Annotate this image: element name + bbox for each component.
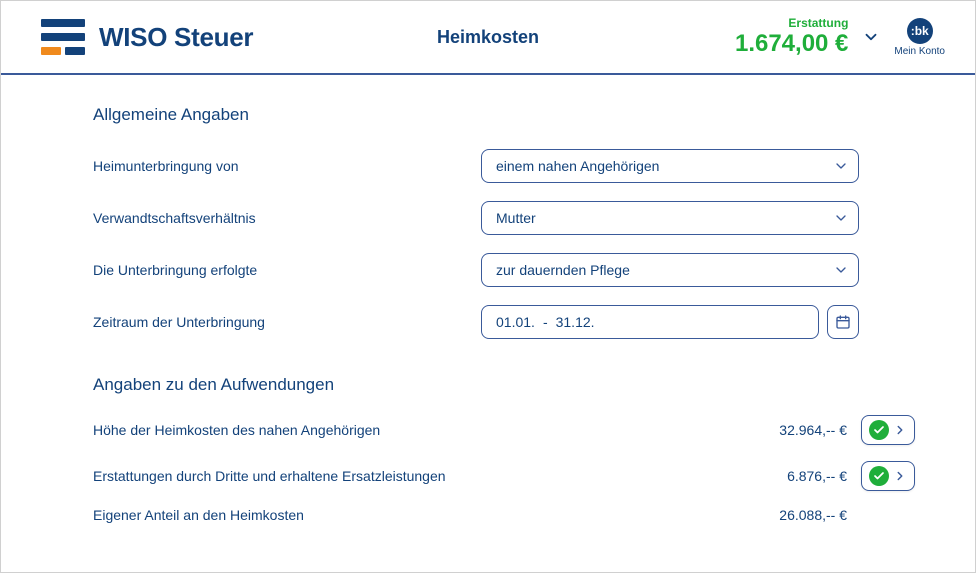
brand-name: WISO Steuer bbox=[99, 22, 253, 53]
refund-summary: Erstattung 1.674,00 € bbox=[735, 16, 848, 58]
date-to: 31.12. bbox=[556, 314, 595, 330]
expense-label: Höhe der Heimkosten des nahen Angehörige… bbox=[93, 422, 757, 438]
check-icon bbox=[869, 466, 889, 486]
field-period: Zeitraum der Unterbringung 01.01. - 31.1… bbox=[93, 305, 915, 339]
relation-select[interactable]: Mutter bbox=[481, 201, 859, 235]
reimbursement-detail-button[interactable] bbox=[861, 461, 915, 491]
account-menu[interactable]: :bk Mein Konto bbox=[894, 18, 945, 57]
logo-icon bbox=[41, 19, 85, 55]
field-person: Heimunterbringung von einem nahen Angehö… bbox=[93, 149, 915, 183]
expense-amount: 6.876,-- € bbox=[757, 468, 847, 484]
select-value: zur dauernden Pflege bbox=[496, 262, 630, 278]
expense-amount: 32.964,-- € bbox=[757, 422, 847, 438]
calendar-icon bbox=[835, 314, 851, 330]
refund-amount: 1.674,00 € bbox=[735, 30, 848, 58]
field-reason: Die Unterbringung erfolgte zur dauernden… bbox=[93, 253, 915, 287]
period-date-input[interactable]: 01.01. - 31.12. bbox=[481, 305, 819, 339]
refund-label: Erstattung bbox=[735, 16, 848, 30]
account-label: Mein Konto bbox=[894, 46, 945, 57]
field-label: Heimunterbringung von bbox=[93, 158, 481, 174]
date-from: 01.01. bbox=[496, 314, 535, 330]
header: WISO Steuer Heimkosten Erstattung 1.674,… bbox=[1, 1, 975, 75]
field-label: Verwandtschaftsverhältnis bbox=[93, 210, 481, 226]
expense-row-reimbursement: Erstattungen durch Dritte und erhaltene … bbox=[93, 461, 915, 491]
chevron-right-icon bbox=[893, 469, 907, 483]
brand-logo[interactable]: WISO Steuer bbox=[41, 19, 253, 55]
check-icon bbox=[869, 420, 889, 440]
field-relation: Verwandtschaftsverhältnis Mutter bbox=[93, 201, 915, 235]
content: Allgemeine Angaben Heimunterbringung von… bbox=[1, 75, 975, 523]
field-label: Die Unterbringung erfolgte bbox=[93, 262, 481, 278]
header-right: Erstattung 1.674,00 € :bk Mein Konto bbox=[735, 16, 945, 58]
costs-detail-button[interactable] bbox=[861, 415, 915, 445]
expense-amount: 26.088,-- € bbox=[757, 507, 847, 523]
expense-label: Erstattungen durch Dritte und erhaltene … bbox=[93, 468, 757, 484]
section-title-general: Allgemeine Angaben bbox=[93, 105, 915, 125]
section-title-expenses: Angaben zu den Aufwendungen bbox=[93, 375, 915, 395]
expense-row-own-share: Eigener Anteil an den Heimkosten 26.088,… bbox=[93, 507, 915, 523]
refund-expand-icon[interactable] bbox=[862, 28, 880, 46]
page-title: Heimkosten bbox=[437, 27, 539, 48]
chevron-right-icon bbox=[893, 423, 907, 437]
field-label: Zeitraum der Unterbringung bbox=[93, 314, 481, 330]
reason-select[interactable]: zur dauernden Pflege bbox=[481, 253, 859, 287]
calendar-button[interactable] bbox=[827, 305, 859, 339]
app-window: WISO Steuer Heimkosten Erstattung 1.674,… bbox=[0, 0, 976, 573]
expense-label: Eigener Anteil an den Heimkosten bbox=[93, 507, 757, 523]
date-separator: - bbox=[543, 314, 548, 330]
select-value: einem nahen Angehörigen bbox=[496, 158, 659, 174]
select-value: Mutter bbox=[496, 210, 536, 226]
account-avatar-icon: :bk bbox=[907, 18, 933, 44]
person-select[interactable]: einem nahen Angehörigen bbox=[481, 149, 859, 183]
expense-row-costs: Höhe der Heimkosten des nahen Angehörige… bbox=[93, 415, 915, 445]
